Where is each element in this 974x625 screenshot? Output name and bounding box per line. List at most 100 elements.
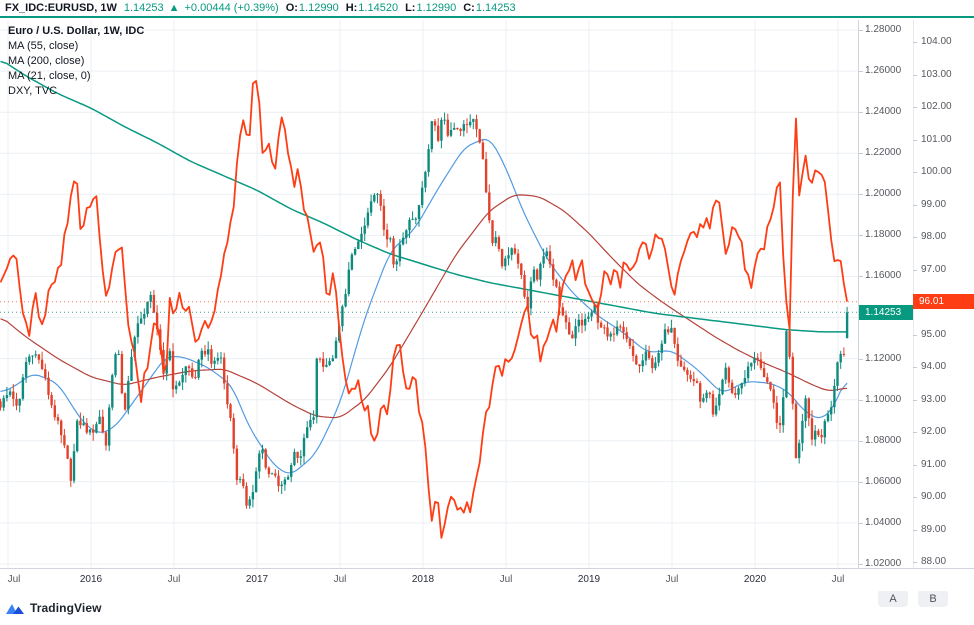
- time-tick-label: Jul: [333, 574, 347, 585]
- eur-price-tick-label: 1.04000: [865, 516, 902, 528]
- chart-legend: Euro / U.S. Dollar, 1W, IDC MA (55, clos…: [8, 24, 144, 99]
- axis-button-a[interactable]: A: [878, 590, 908, 607]
- axis-tick-mark: [859, 564, 863, 565]
- time-tick-label: Jul: [831, 574, 845, 585]
- dxy-price-tick-label: 93.00: [921, 393, 947, 405]
- eur-price-tick-label: 1.10000: [865, 393, 902, 405]
- legend-dxy[interactable]: DXY, TVC: [8, 85, 58, 97]
- axis-tick-mark: [859, 153, 863, 154]
- eur-price-tick-label: 1.20000: [865, 188, 902, 200]
- tradingview-logo-text: TradingView: [30, 601, 102, 615]
- dxy-price-tick-label: 101.00: [921, 133, 952, 145]
- dxy-line: [0, 80, 848, 539]
- axis-tick-mark: [913, 205, 917, 206]
- high-value: 1.14520: [358, 2, 399, 14]
- axis-tick-mark: [913, 42, 917, 43]
- dxy-price-tick-label: 103.00: [921, 68, 952, 80]
- time-axis[interactable]: Jul 2016 Jul 2017 Jul 2018 Jul 2019 Jul 2020 Jul: [0, 568, 974, 591]
- eur-price-tick-label: 1.18000: [865, 229, 902, 241]
- axis-tick-mark: [859, 71, 863, 72]
- time-tick-label: 2017: [245, 574, 269, 585]
- axis-tick-mark: [913, 367, 917, 368]
- axis-tick-mark: [913, 497, 917, 498]
- axis-tick-mark: [859, 523, 863, 524]
- time-tick-label: Jul: [167, 574, 181, 585]
- high-label: H:: [345, 2, 358, 14]
- time-tick-label: Jul: [499, 574, 513, 585]
- ma55-line: [0, 194, 848, 419]
- axis-toggle-buttons: A B: [878, 590, 948, 607]
- axis-tick-mark: [859, 276, 863, 277]
- axis-tick-mark: [913, 75, 917, 76]
- dxy-price-tick-label: 98.00: [921, 231, 947, 242]
- main-chart[interactable]: Euro / U.S. Dollar, 1W, IDC MA (55, clos…: [0, 20, 858, 568]
- chart-canvas: [0, 20, 858, 568]
- time-tick-label: 2019: [577, 574, 601, 585]
- dxy-price-tick-label: 95.00: [921, 328, 947, 340]
- axis-tick-mark: [913, 107, 917, 108]
- eur-price-tick-label: 1.12000: [865, 352, 902, 364]
- time-tick-label: Jul: [7, 574, 21, 585]
- chart-grid: [0, 20, 858, 568]
- dxy-price-tick-label: 91.00: [921, 458, 947, 470]
- dxy-price-tick-label: 90.00: [921, 491, 947, 502]
- axis-tick-mark: [859, 441, 863, 442]
- axis-tick-mark: [913, 237, 917, 238]
- chart-footer: TradingView A B: [0, 590, 974, 625]
- last-price: 1.14253: [123, 2, 164, 14]
- legend-ma21[interactable]: MA (21, close, 0): [8, 70, 91, 82]
- time-tick-label: 2020: [743, 574, 767, 585]
- last-price-tag-eurusd: 1.14253: [859, 304, 913, 320]
- axis-tick-mark: [913, 270, 917, 271]
- eur-price-tick-label: 1.06000: [865, 475, 902, 487]
- last-price-tag-dxy: 96.01: [913, 294, 974, 310]
- eur-price-tick-label: 1.16000: [865, 270, 902, 282]
- axis-tick-mark: [859, 482, 863, 483]
- legend-ma200[interactable]: MA (200, close): [8, 55, 85, 67]
- axis-tick-mark: [913, 172, 917, 173]
- price-axis[interactable]: 1.28000 1.26000 1.24000 1.22000 1.20000 1.180…: [858, 20, 974, 569]
- dxy-price-tick-label: 94.00: [921, 361, 947, 372]
- eur-price-tick-label: 1.24000: [865, 106, 902, 118]
- close-label: C:: [463, 2, 475, 14]
- axis-tick-mark: [859, 400, 863, 401]
- axis-tick-mark: [913, 140, 917, 141]
- axis-tick-mark: [859, 112, 863, 113]
- close-value: 1.14253: [475, 2, 516, 14]
- axis-tick-mark: [913, 335, 917, 336]
- dxy-price-tick-label: 88.00: [921, 556, 947, 567]
- eur-price-tick-label: 1.08000: [865, 434, 902, 446]
- dxy-price-tick-label: 100.00: [921, 166, 952, 177]
- time-tick-label: Jul: [665, 574, 679, 585]
- low-label: L:: [405, 2, 416, 14]
- tradingview-logo-icon: [6, 604, 24, 614]
- symbol-name[interactable]: FX_IDC:EURUSD, 1W: [5, 2, 117, 14]
- legend-ma55[interactable]: MA (55, close): [8, 40, 79, 52]
- up-arrow-icon: ▲: [168, 2, 180, 14]
- dxy-price-tick-label: 97.00: [921, 263, 947, 275]
- axis-tick-mark: [859, 235, 863, 236]
- symbol-info-bar: FX_IDC:EURUSD, 1W 1.14253 ▲ +0.00444 (+0…: [0, 0, 974, 18]
- eurusd-candles: [0, 112, 849, 509]
- axis-tick-mark: [859, 359, 863, 360]
- eur-price-tick-label: 1.28000: [865, 24, 902, 35]
- axis-tick-mark: [913, 530, 917, 531]
- axis-tick-mark: [913, 562, 917, 563]
- dxy-price-tick-label: 104.00: [921, 36, 952, 47]
- axis-tick-mark: [859, 194, 863, 195]
- ma200-line: [0, 60, 848, 333]
- eur-price-tick-label: 1.22000: [865, 147, 902, 159]
- dxy-price-tick-label: 92.00: [921, 426, 947, 437]
- dxy-price-tick-label: 102.00: [921, 101, 952, 112]
- legend-series-title[interactable]: Euro / U.S. Dollar, 1W, IDC: [8, 25, 145, 37]
- dxy-price-tick-label: 99.00: [921, 198, 947, 210]
- dxy-price-tick-label: 89.00: [921, 523, 947, 535]
- axis-tick-mark: [859, 30, 863, 31]
- axis-tick-mark: [913, 432, 917, 433]
- axis-tick-mark: [913, 400, 917, 401]
- eur-price-tick-label: 1.02000: [865, 558, 902, 569]
- low-value: 1.12990: [416, 2, 457, 14]
- tradingview-attribution[interactable]: TradingView: [6, 601, 102, 615]
- axis-tick-mark: [913, 465, 917, 466]
- axis-button-b[interactable]: B: [918, 590, 948, 607]
